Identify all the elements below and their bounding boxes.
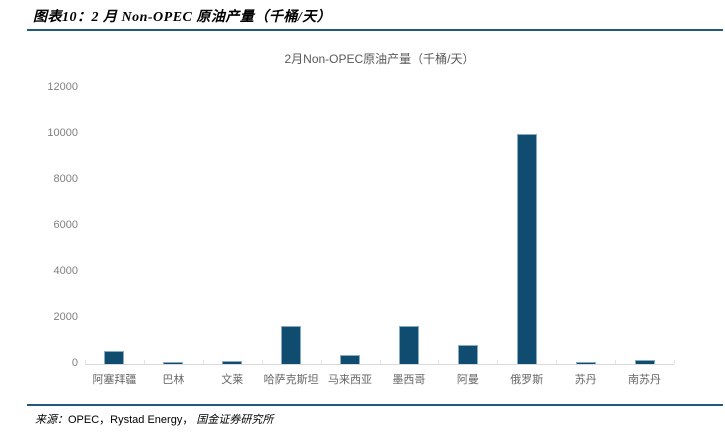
plot-area: [85, 88, 675, 365]
y-axis-tick-label: 10000: [47, 127, 78, 139]
source-org: 国金证券研究所: [196, 414, 274, 426]
source-label: 来源：: [35, 414, 68, 426]
x-axis-boundary-tick: [202, 360, 204, 364]
y-axis-tick-label: 6000: [53, 219, 78, 231]
bar-2: [163, 361, 184, 364]
x-axis-boundary-tick: [674, 360, 675, 364]
x-axis-boundary-tick: [143, 360, 145, 364]
bar-9: [575, 361, 596, 364]
y-axis-tick-label: 4000: [53, 265, 78, 277]
x-axis-tick-label: 文莱: [221, 374, 244, 386]
x-axis-tick-label: 俄罗斯: [510, 374, 544, 386]
x-axis-tick-label: 阿曼: [456, 374, 479, 386]
x-axis-boundary-tick: [497, 360, 499, 364]
x-axis-tick-label: 南苏丹: [628, 374, 662, 386]
x-axis-tick-label: 哈萨克斯坦: [263, 374, 319, 386]
y-axis-tick-label: 0: [71, 357, 78, 369]
x-axis-tick-label: 巴林: [162, 374, 185, 386]
x-axis-boundary-tick: [379, 360, 381, 364]
bar-6: [398, 326, 419, 364]
bar-7: [457, 344, 478, 364]
figure-caption: 图表10：2 月 Non-OPEC 原油产量（千桶/天）: [33, 10, 332, 25]
top-divider-line: [27, 29, 723, 31]
source-note: 来源：OPEC，Rystad Energy， 国金证券研究所: [35, 411, 273, 427]
x-axis-tick-label: 阿塞拜疆: [92, 374, 137, 386]
y-axis-tick-label: 12000: [47, 81, 78, 93]
x-axis-boundary-tick: [320, 360, 322, 364]
x-axis-boundary-tick: [615, 360, 617, 364]
x-axis-tick-label: 墨西哥: [392, 374, 426, 386]
x-axis-line: [85, 364, 674, 365]
source-names: OPEC，Rystad Energy，: [68, 414, 194, 426]
x-axis-boundary-tick: [261, 360, 263, 364]
x-axis-boundary-tick: [438, 360, 440, 364]
y-axis-tick-label: 8000: [53, 173, 78, 185]
x-axis-tick-label: 苏丹: [574, 374, 597, 386]
y-axis-tick-label: 2000: [53, 311, 78, 323]
x-axis-boundary-tick: [85, 360, 86, 364]
bar-10: [634, 360, 655, 364]
bar-5: [340, 354, 361, 364]
bar-8: [516, 134, 537, 364]
bottom-divider-line: [27, 404, 723, 406]
x-axis-tick-label: 马来西亚: [328, 374, 373, 386]
x-axis-boundary-tick: [556, 360, 558, 364]
chart-title: 2月Non-OPEC原油产量（千桶/天）: [284, 52, 475, 66]
bar-3: [222, 361, 243, 364]
bar-1: [104, 351, 125, 364]
bar-4: [281, 326, 302, 364]
